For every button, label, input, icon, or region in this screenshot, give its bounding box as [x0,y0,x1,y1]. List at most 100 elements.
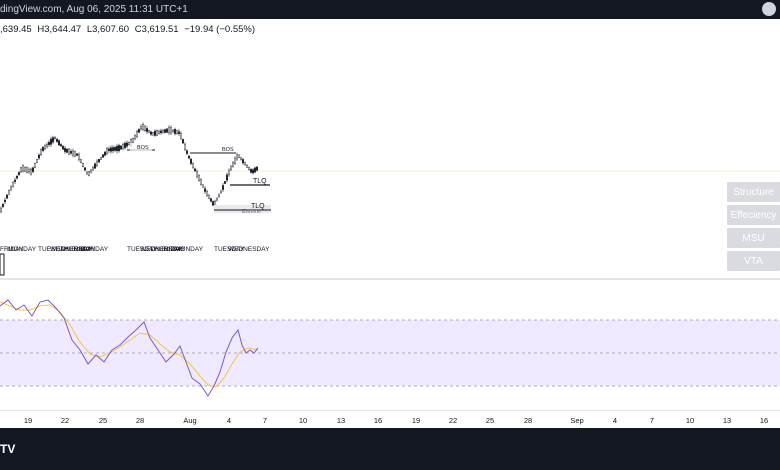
ohlc-high: H3,644.47 [37,24,82,35]
candle-body [240,157,242,160]
day-label: TUESDAY [214,246,245,253]
candle-body [120,145,122,150]
candle-body [22,165,24,172]
candle-body [46,143,48,147]
day-label: MONDAY [175,246,204,253]
candle-body [188,155,190,159]
candle-body [78,154,80,160]
x-tick: 13 [722,416,732,425]
candle-body [252,169,254,174]
candle-body [48,141,50,145]
candle-body [256,166,258,171]
candle-body [202,184,204,188]
day-label: FRIDAY [70,246,94,253]
x-tick: Aug [183,416,197,425]
day-label: TUESDAY [127,246,158,253]
candle-body [154,130,156,136]
candle-body [166,128,168,133]
candle-body [12,182,14,187]
bos-line-2: BOS [190,147,236,154]
candle-body [32,167,34,172]
day-label: WEDNESDAY [228,246,270,253]
candle-body [96,160,98,166]
candle-body [200,179,202,185]
candle-body [2,203,4,207]
candle-body [164,129,166,133]
candle-body [106,148,108,154]
candle-body [98,159,100,163]
candle-body [212,201,214,206]
candle-body [152,132,154,136]
candle-body [190,158,192,164]
candle-body [238,154,240,158]
ohlc-open: ,639.45 [0,24,32,35]
candle-body [176,130,178,134]
candle-body [52,137,54,143]
candle-body [184,143,186,150]
extreme-zone: TLQ Extreme [214,203,271,215]
x-tick: 16 [759,416,769,425]
candle-body [144,125,146,132]
structure-button[interactable]: Structure [727,182,780,202]
candle-body [208,194,210,199]
candle-body [124,142,126,148]
candle-body [24,167,26,172]
candle-body [174,129,176,134]
rsi-ma-line [0,301,259,388]
session-box [0,253,5,276]
x-tick: 19 [411,416,421,425]
candle-body [140,126,142,130]
candle-body [198,175,200,181]
x-tick: 4 [226,416,232,425]
candle-body [86,171,88,175]
candle-body [132,138,134,143]
candle-body [36,159,38,163]
x-tick: Sep [570,416,584,425]
candle-body [122,144,124,149]
day-label: WEDNESDAY [140,246,182,253]
candle-body [44,145,46,150]
candle-body [6,194,8,199]
x-tick: 10 [685,416,695,425]
candle-body [70,150,72,154]
x-tick: 22 [60,416,70,425]
candle-body [248,167,250,170]
candle-body [74,151,76,157]
candlesticks [0,122,258,214]
candle-body [160,130,162,134]
candle-body [72,150,74,156]
candle-body [30,168,32,175]
candle-body [138,129,140,133]
candle-body [222,185,224,190]
msu-button[interactable]: MSU [727,228,780,248]
efficiency-button[interactable]: Effeciency [727,205,780,225]
candle-body [236,154,238,160]
candle-body [38,154,40,159]
day-label: MONDAY [80,246,109,253]
candle-body [254,167,256,173]
candle-body [216,198,218,201]
candle-body [226,174,228,181]
chart-title: dingView.com, Aug 06, 2025 11:31 UTC+1 [0,4,188,15]
vta-button[interactable]: VTA [727,251,780,271]
candle-body [18,172,20,175]
user-avatar[interactable] [762,2,776,16]
candle-body [228,170,230,175]
candle-body [42,147,44,152]
time-axis[interactable]: 19 22 25 28 Aug 4 7 10 13 16 19 22 25 28… [0,410,780,429]
candle-body [170,127,172,134]
candle-body [0,207,2,212]
candle-body [58,140,60,146]
extreme-label: Extreme [242,209,261,215]
candle-body [50,138,52,145]
candle-body [4,199,6,203]
candle-body [94,163,96,169]
candle-body [108,148,110,152]
x-tick: 16 [373,416,383,425]
candle-body [210,198,212,202]
candle-body [126,142,128,147]
ohlc-close: C3,619.51 [134,24,179,35]
candle-body [204,188,206,192]
